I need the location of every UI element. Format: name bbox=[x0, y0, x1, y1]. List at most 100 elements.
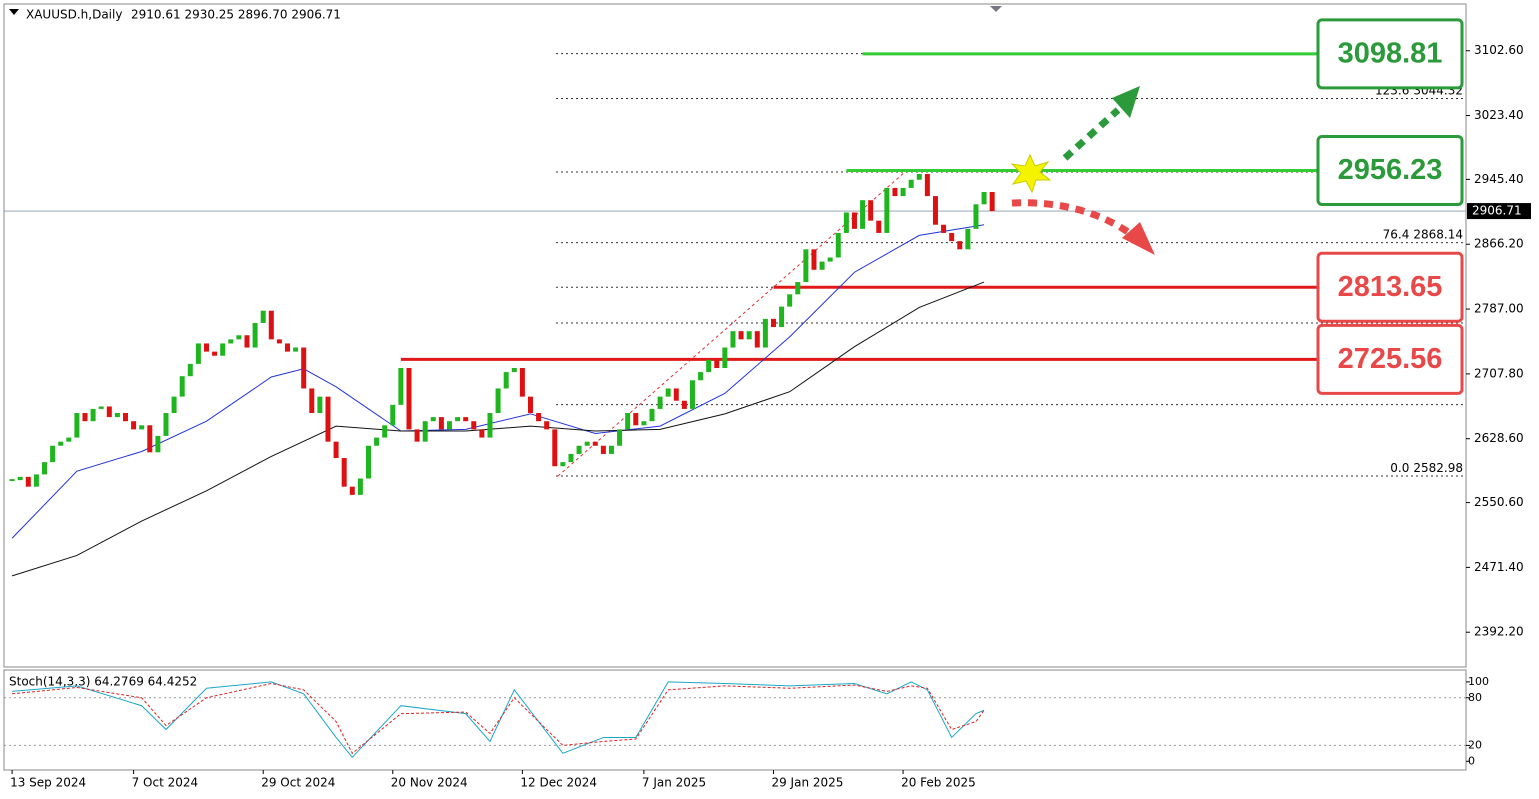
stoch-panel bbox=[3, 669, 1467, 771]
candle bbox=[681, 400, 687, 409]
candle bbox=[835, 232, 841, 258]
stoch-tick-label: 80 bbox=[1468, 691, 1482, 704]
candle bbox=[738, 331, 744, 340]
candle bbox=[333, 441, 339, 459]
stoch-tick-label: 0 bbox=[1468, 754, 1475, 767]
candle bbox=[276, 339, 282, 344]
candle bbox=[519, 367, 525, 397]
candle bbox=[843, 212, 849, 233]
candle bbox=[592, 441, 598, 446]
candle bbox=[195, 343, 201, 364]
fib-price: 2868.14 bbox=[1413, 227, 1463, 241]
y-tick-label: 2392.20 bbox=[1474, 625, 1524, 639]
candle bbox=[908, 179, 914, 188]
fib-label: 0.0 2582.98 bbox=[1390, 461, 1463, 475]
candle bbox=[374, 437, 380, 446]
candle bbox=[66, 437, 72, 442]
x-tick-label: 13 Sep 2024 bbox=[10, 776, 86, 790]
candle bbox=[851, 212, 857, 229]
moving-average bbox=[11, 224, 985, 539]
y-tick-label: 2945.40 bbox=[1474, 172, 1524, 186]
candle bbox=[608, 445, 614, 454]
candle bbox=[236, 335, 242, 340]
candle bbox=[957, 241, 963, 250]
x-tick-label: 20 Nov 2024 bbox=[391, 776, 468, 790]
candle bbox=[527, 396, 533, 414]
x-tick-label: 29 Oct 2024 bbox=[261, 776, 335, 790]
candle bbox=[455, 417, 461, 422]
last-price-label: 2906.71 bbox=[1472, 204, 1522, 218]
candle bbox=[82, 413, 88, 422]
candle bbox=[900, 187, 906, 197]
candle bbox=[617, 429, 623, 446]
candle bbox=[536, 413, 542, 422]
fib-price: 2582.98 bbox=[1413, 461, 1463, 475]
candle bbox=[625, 413, 631, 430]
candle bbox=[106, 406, 112, 418]
candle bbox=[90, 408, 96, 422]
candle bbox=[795, 282, 801, 295]
stoch-tick-label: 100 bbox=[1468, 675, 1489, 688]
candle bbox=[357, 478, 363, 495]
candle bbox=[552, 429, 558, 467]
candle bbox=[179, 376, 185, 397]
candle bbox=[633, 413, 639, 426]
candle bbox=[244, 335, 250, 348]
candle bbox=[746, 331, 752, 340]
candle bbox=[827, 257, 833, 262]
candle bbox=[641, 421, 647, 426]
y-tick-label: 2707.80 bbox=[1474, 366, 1524, 380]
breakout-star bbox=[1010, 153, 1052, 194]
level-box bbox=[1316, 18, 1464, 90]
candle bbox=[560, 462, 566, 467]
level-box bbox=[1316, 135, 1464, 207]
candle bbox=[382, 425, 388, 438]
moving-average bbox=[11, 281, 985, 577]
level-box bbox=[1316, 251, 1464, 323]
main-panel bbox=[3, 3, 1467, 668]
candle bbox=[309, 388, 315, 414]
candle bbox=[463, 417, 469, 422]
y-tick-label: 2471.40 bbox=[1474, 560, 1524, 574]
x-tick-label: 20 Feb 2025 bbox=[901, 776, 976, 790]
candle bbox=[584, 441, 590, 446]
candle bbox=[811, 249, 817, 270]
candle bbox=[438, 417, 444, 430]
candle bbox=[495, 388, 501, 414]
last-price-box bbox=[1467, 203, 1531, 220]
candle bbox=[293, 347, 299, 352]
candle bbox=[131, 421, 137, 430]
up-arrow bbox=[1062, 107, 1121, 161]
candle bbox=[260, 310, 266, 323]
x-tick-label: 7 Oct 2024 bbox=[132, 776, 199, 790]
candle bbox=[325, 396, 331, 442]
shift-marker bbox=[990, 6, 1002, 12]
stoch-tick-label: 20 bbox=[1468, 738, 1482, 751]
candle bbox=[762, 318, 768, 348]
candle bbox=[576, 445, 582, 454]
candle bbox=[706, 359, 712, 373]
candle bbox=[924, 174, 930, 197]
candle bbox=[365, 445, 371, 479]
candle bbox=[147, 425, 153, 453]
candle bbox=[268, 310, 274, 340]
candle bbox=[50, 445, 56, 463]
stoch-signal bbox=[12, 682, 985, 755]
level-box bbox=[1316, 323, 1464, 395]
candle bbox=[770, 318, 776, 328]
candle bbox=[665, 388, 671, 397]
candle bbox=[171, 396, 177, 414]
candle bbox=[301, 347, 307, 389]
y-tick-label: 3023.40 bbox=[1474, 108, 1524, 122]
candle bbox=[730, 331, 736, 348]
candle bbox=[722, 347, 728, 368]
candle bbox=[406, 367, 412, 430]
candle bbox=[503, 372, 509, 389]
x-tick-label: 29 Jan 2025 bbox=[771, 776, 843, 790]
candle bbox=[689, 380, 695, 409]
candle bbox=[212, 351, 218, 356]
candle bbox=[17, 476, 23, 481]
x-tick-label: 7 Jan 2025 bbox=[642, 776, 706, 790]
